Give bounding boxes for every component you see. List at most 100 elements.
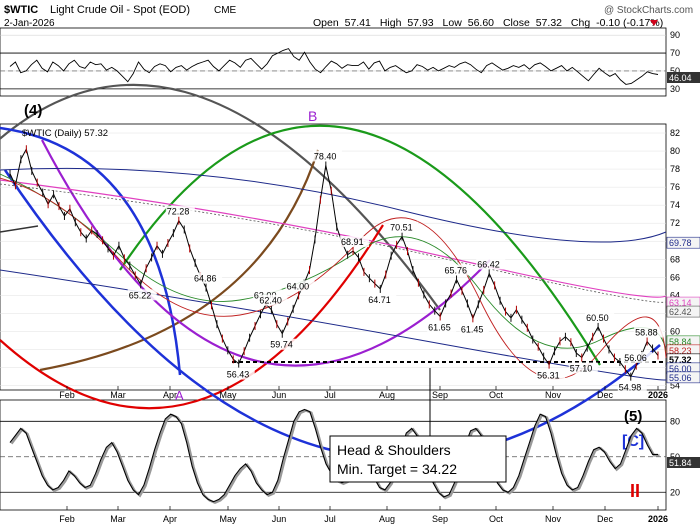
bottom-y-tick: 20: [670, 487, 680, 497]
ma-lower-blue: [0, 269, 667, 381]
price-x-tick-label: Nov: [545, 390, 562, 400]
annotation-box: [329, 435, 507, 483]
bottom-x-tick-label: Sep: [432, 514, 448, 524]
price-point-label: 68.91: [341, 237, 364, 247]
chart-date: 2-Jan-2026: [4, 18, 55, 29]
price-x-axis: Feb Mar Apr May Jun Jul Aug Sep Oct Nov Dec 2026: [59, 386, 668, 400]
bottom-oscillator-frame: [0, 399, 667, 511]
price-y-tick: 78: [670, 164, 680, 174]
price-point-label: 56.43: [227, 370, 250, 380]
price-axis-badge: 58.23: [669, 346, 692, 356]
top-oscillator-line: [9, 48, 659, 85]
price-point-label: 64.00: [287, 281, 310, 291]
price-point-label: 56.06: [624, 353, 647, 363]
wave-label-5: (5): [624, 408, 642, 425]
bottom-x-tick-label: Jul: [324, 514, 336, 524]
top-y-tick: 50: [670, 66, 680, 76]
exchange-label: CME: [214, 5, 237, 16]
price-point-label: 66.42: [477, 260, 500, 270]
chg-value: -0.10 (-0.17%): [596, 17, 663, 29]
price-x-tick-label: Jun: [272, 390, 287, 400]
wave-label-4: (4): [24, 102, 42, 119]
bottom-oscillator-grid: 20 50 80: [0, 416, 680, 497]
price-point-label-bg: [225, 368, 255, 380]
wave-label-ii: II: [630, 481, 640, 501]
price-point-label: 64.86: [194, 274, 217, 284]
price-point-label-bg: [568, 362, 598, 374]
high-value: 57.93: [407, 17, 433, 29]
price-x-tick-label: May: [219, 390, 237, 400]
ticker-symbol: $WTIC: [4, 4, 38, 16]
price-series-line: [9, 147, 659, 378]
price-series-points: [9, 145, 659, 381]
price-y-tick: 74: [670, 200, 680, 210]
down-arrow-icon: [650, 20, 658, 26]
instrument-name: Light Crude Oil - Spot (EOD): [50, 4, 190, 16]
price-x-tick-label: Aug: [379, 390, 395, 400]
ma-long-blue: [0, 167, 667, 243]
price-point-label: 61.65: [428, 323, 451, 333]
price-point-label: 78.40: [314, 151, 337, 161]
price-x-tick-label: Sep: [432, 390, 448, 400]
price-axis-badge-box: [666, 371, 700, 384]
cycle-arc-red: [0, 224, 384, 410]
price-axis-badge: 63.14: [669, 298, 692, 308]
top-y-tick: 70: [670, 48, 680, 58]
top-oscillator-last-badge: [667, 72, 700, 83]
price-point-label-bg: [269, 338, 299, 350]
price-point-label-bg: [427, 321, 457, 333]
open-value: 57.41: [345, 17, 371, 29]
cycle-arc-gray: [0, 83, 441, 311]
bottom-x-tick-label: Dec: [597, 514, 614, 524]
low-label: Low: [443, 17, 463, 29]
price-y-tick: 76: [670, 182, 680, 192]
bottom-y-tick: 50: [670, 452, 680, 462]
wave-labels: (4) B A (5) [C] II: [24, 102, 644, 501]
bottom-x-tick-label: 2026: [648, 514, 668, 524]
bottom-x-tick-label: May: [219, 514, 237, 524]
price-point-label-bg: [443, 264, 473, 276]
price-x-tick-label: Oct: [489, 390, 504, 400]
price-point-labels: 78.4072.2865.2264.8663.0056.0656.4359.74…: [127, 150, 664, 393]
bottom-x-tick-label: Oct: [489, 514, 504, 524]
top-oscillator-grid: 30 50 70 90: [0, 30, 680, 94]
price-point-label: 61.45: [461, 324, 484, 334]
top-oscillator-frame: [0, 27, 667, 97]
price-axis-badge: 57.32: [669, 355, 692, 365]
price-point-label-bg: [617, 381, 647, 393]
price-panel-labels: $WTIC (Daily) 57.32: [22, 128, 108, 139]
cycle-arc-blue-upper: [0, 126, 182, 376]
low-value: 56.60: [468, 17, 494, 29]
price-point-label-bg: [165, 205, 195, 217]
price-point-label: 59.74: [270, 340, 293, 350]
bottom-x-tick-label: Feb: [59, 514, 75, 524]
cycle-arcs: [0, 83, 661, 461]
bottom-y-tick: 80: [670, 416, 680, 426]
price-point-label-bg: [536, 369, 566, 381]
price-axis-badge: 62.42: [669, 307, 692, 317]
chart-header: $WTIC Light Crude Oil - Spot (EOD) CME @…: [4, 4, 693, 29]
head-shoulders-annotation: Head & Shoulders Min. Target = 34.22: [329, 368, 507, 483]
price-point-label-bg: [127, 289, 157, 301]
price-point-label: 65.76: [445, 265, 468, 275]
series-legend: $WTIC (Daily) 57.32: [22, 128, 108, 139]
price-point-label-bg: [623, 351, 653, 363]
price-point-label-bg: [459, 323, 489, 335]
price-point-label: 70.51: [390, 223, 413, 233]
price-y-tick: 54: [670, 380, 680, 390]
price-point-label: 54.98: [619, 383, 642, 393]
chg-label: Chg: [571, 17, 590, 29]
price-point-label-bg: [585, 311, 615, 323]
price-point-label-bg: [193, 272, 223, 284]
price-point-label: 60.50: [586, 313, 609, 323]
price-point-label-bg: [367, 293, 397, 305]
price-y-tick: 80: [670, 146, 680, 156]
price-y-tick: 68: [670, 254, 680, 264]
price-y-tick: 72: [670, 218, 680, 228]
price-y-tick: 60: [670, 326, 680, 336]
price-point-label-bg: [476, 258, 506, 270]
price-point-label: 57.10: [570, 364, 593, 374]
price-axis-badge: 55.06: [669, 373, 692, 383]
ohlc-readout: Open 57.41 High 57.93 Low 56.60 Close 57…: [313, 17, 663, 29]
bottom-oscillator-last-badge: [667, 457, 700, 468]
